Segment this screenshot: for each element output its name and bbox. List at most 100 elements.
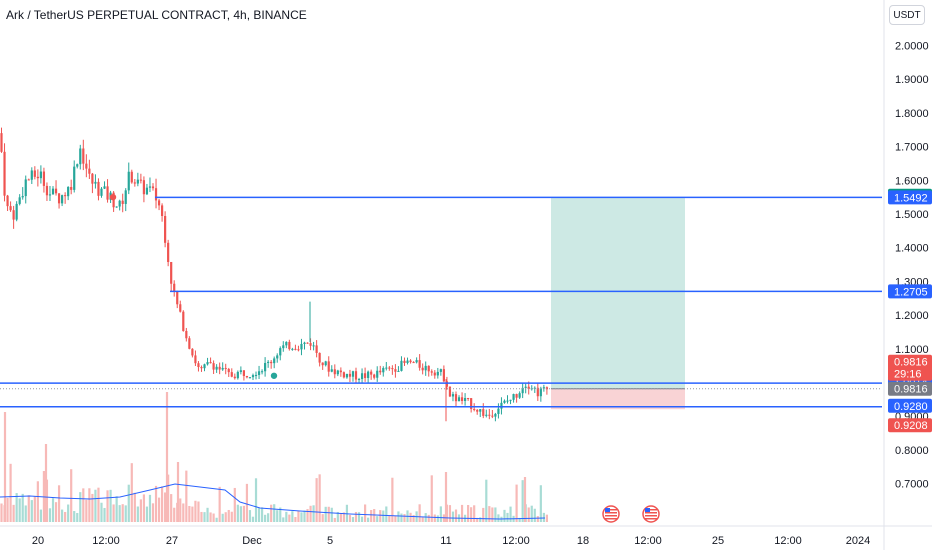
candle-body (91, 173, 94, 184)
volume-bar (285, 511, 288, 522)
candle-body (518, 393, 521, 398)
candle-body (406, 360, 409, 364)
candle-body (400, 360, 403, 371)
volume-bar (523, 477, 527, 522)
candle-body (6, 195, 9, 207)
candle-body (27, 179, 30, 181)
candle-body (403, 360, 406, 364)
candle-body (448, 386, 452, 397)
volume-bar (157, 497, 161, 522)
volume-bar (515, 484, 518, 522)
candle-body (236, 371, 239, 379)
volume-bar (79, 492, 82, 522)
volume-bar (191, 506, 194, 522)
volume-bar (430, 475, 433, 522)
volume-bar (242, 505, 245, 522)
volume-bar (48, 508, 52, 522)
volume-bar (3, 412, 7, 522)
sell-marker (109, 193, 117, 201)
time-axis[interactable]: 20 12:00 27 Dec 5 11 12:00 18 12:00 25 12:00 2024 (0, 525, 932, 547)
y-tick-label: 2.0000 (895, 41, 929, 53)
volume-bar (0, 503, 3, 522)
candle-body (315, 345, 318, 353)
x-tick-label: 5 (327, 535, 333, 547)
x-tick-label: 18 (577, 535, 589, 547)
candle-body (136, 179, 139, 184)
target-zone (551, 197, 685, 389)
volume-bar (348, 514, 352, 522)
volume-bar (145, 506, 149, 522)
candle-body (394, 369, 397, 372)
y-tick-label: 0.8000 (895, 445, 929, 457)
volume-bar (106, 490, 109, 522)
candle-body (512, 394, 515, 400)
volume-bar (44, 444, 48, 522)
volume-bar (421, 517, 424, 522)
volume-bar (188, 505, 191, 522)
price-axis[interactable]: 2.0000 1.9000 1.8000 1.7000 1.6000 1.5000 1.40… (883, 0, 929, 550)
volume-bar (164, 492, 167, 522)
candle-body (418, 360, 421, 368)
candle-body (276, 355, 279, 359)
candle-body (227, 368, 230, 373)
volume-bar (70, 469, 73, 522)
volume-bar (497, 514, 500, 522)
candle-body (182, 311, 185, 331)
volume-bar (139, 499, 142, 522)
volume-bar (273, 504, 276, 522)
candle-body (297, 349, 300, 351)
horizontal-levels[interactable] (0, 196, 882, 408)
volume-bar (245, 483, 249, 522)
volume-bar (124, 505, 127, 522)
volume-bar (439, 506, 442, 522)
candle-body (154, 188, 158, 201)
candle-body (24, 179, 27, 197)
candle-body (364, 373, 367, 378)
candle-body (176, 291, 179, 305)
volume-bar (542, 512, 545, 522)
candle-body (367, 371, 370, 378)
volume-bar (39, 509, 42, 522)
volume-bar (360, 516, 364, 522)
volume-bar (236, 504, 239, 522)
candle-body (357, 379, 361, 381)
volume-bar (142, 494, 146, 522)
candle-body (133, 182, 136, 184)
volume-bar (227, 509, 230, 522)
candle-body (15, 203, 18, 220)
candle-body (521, 387, 524, 394)
volume-bar (33, 496, 36, 522)
candle-body (330, 369, 333, 372)
candle-body (142, 180, 146, 195)
volume-bar (503, 509, 506, 522)
candle-body (409, 360, 412, 363)
candle-body (336, 370, 339, 375)
candle-body (33, 170, 36, 177)
candle-body (97, 181, 100, 196)
x-tick-label: 25 (712, 535, 724, 547)
volume-bar (545, 514, 548, 522)
volume-bar (264, 514, 267, 522)
candle-body (209, 362, 212, 364)
candle-body (224, 367, 227, 369)
candle-body (536, 387, 539, 397)
us-flag-icon (602, 505, 620, 523)
volume-bar (230, 511, 233, 522)
currency-button[interactable]: USDT (889, 5, 925, 25)
volume-bar (36, 481, 39, 522)
volume-bar (170, 494, 173, 522)
candle-body (309, 343, 312, 346)
event-icons[interactable] (602, 505, 660, 523)
candle-body (288, 341, 291, 350)
volume-bar (294, 517, 297, 522)
candle-body (488, 414, 491, 416)
volume-bar (521, 480, 524, 522)
candle-body (327, 361, 330, 372)
volume-bar (367, 517, 370, 522)
candle-body (373, 374, 376, 378)
candle-body (445, 381, 449, 387)
volume-bar (321, 514, 324, 522)
volume-bar (30, 500, 33, 522)
volume-bar (518, 517, 521, 522)
